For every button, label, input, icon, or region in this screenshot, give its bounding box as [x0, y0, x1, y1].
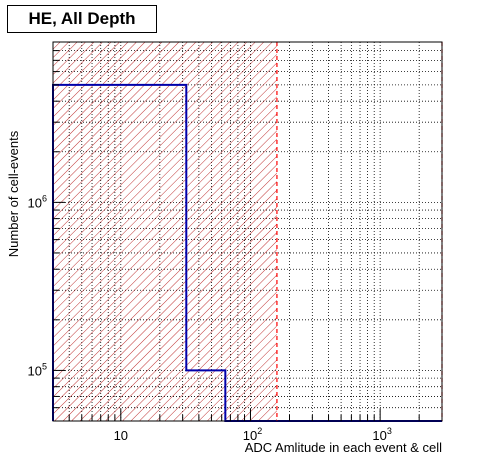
plot-frame — [52, 41, 443, 422]
x-tick-label: 10 — [114, 428, 128, 443]
hatched-region — [53, 42, 277, 421]
x-axis-label: ADC Amlitude in each event & cell — [245, 440, 442, 455]
x-tick-label: 102 — [243, 426, 262, 443]
x-tick-label: 103 — [372, 426, 391, 443]
y-tick-label: 106 — [28, 193, 47, 210]
cut-lines — [276, 42, 443, 421]
axis-ticks: 10 102 103 105 106 — [28, 41, 443, 443]
chart-title: HE, All Depth — [7, 5, 157, 33]
y-tick-label: 105 — [28, 361, 47, 378]
y-axis-label: Number of cell-events — [6, 130, 21, 257]
